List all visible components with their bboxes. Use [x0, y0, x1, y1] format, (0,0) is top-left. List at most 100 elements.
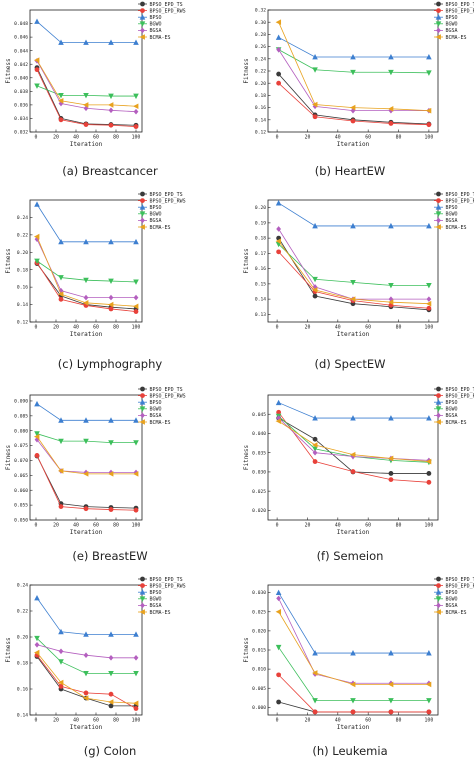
series-point	[34, 233, 40, 240]
series-point	[83, 39, 89, 45]
legend-label: BCMA-ES	[150, 610, 171, 616]
y-tick-label: 0.010	[252, 667, 266, 673]
series-point	[133, 671, 139, 677]
series-line-6	[278, 22, 429, 112]
y-tick-label: 0.044	[14, 48, 28, 54]
series-point	[83, 93, 89, 99]
legend-label: BGSA	[150, 218, 162, 224]
series-point	[312, 650, 318, 656]
legend-label: BPSO_EPD_RWS	[150, 583, 186, 589]
series-point	[108, 671, 114, 677]
y-tick-label: 0.16	[17, 285, 28, 291]
x-tick-label: 20	[305, 135, 311, 141]
series-point	[312, 698, 318, 704]
x-tick-label: 0	[35, 718, 38, 724]
series-point	[425, 458, 432, 465]
series-point	[426, 296, 432, 302]
series-point	[276, 415, 282, 421]
series-point	[34, 595, 40, 601]
x-axis-label: Iteration	[337, 724, 370, 731]
panel-caption: (b) HeartEW	[315, 164, 386, 178]
series-point	[388, 650, 394, 656]
series-point	[276, 595, 282, 602]
series-point	[312, 446, 318, 452]
panel-caption: (c) Lymphography	[58, 357, 163, 371]
series-point	[133, 631, 139, 637]
series-point	[350, 53, 356, 60]
x-tick-label: 20	[305, 325, 311, 331]
legend-label: BGSA	[446, 218, 458, 224]
series-point	[276, 409, 282, 415]
y-tick-label: 0.30	[255, 20, 266, 26]
series-line-3	[36, 597, 136, 635]
legend-label: BGWO	[150, 597, 162, 603]
series-point	[58, 238, 64, 245]
series-point	[83, 102, 89, 108]
x-tick-label: 60	[93, 325, 99, 331]
legend-marker	[139, 224, 145, 230]
x-tick-label: 100	[425, 325, 434, 331]
series-point	[58, 504, 64, 510]
plot-frame	[29, 584, 143, 716]
y-tick-label: 0.32	[255, 8, 266, 14]
legend-label: BGSA	[446, 28, 458, 34]
legend-label: BGSA	[446, 603, 458, 609]
series-point	[34, 433, 40, 440]
series-point	[276, 80, 282, 86]
y-tick-label: 0.24	[17, 583, 28, 589]
series-point	[426, 222, 432, 229]
x-axis-label: Iteration	[337, 141, 370, 148]
chart-panel-4: 0.13 0.14 0.15 0.16 0.17 0.18 0.19 0.20 0 20 40 60 8…	[243, 191, 474, 371]
x-axis-label: Iteration	[70, 331, 103, 338]
series-point	[133, 440, 139, 446]
legend-label: BGWO	[150, 212, 162, 218]
series-point	[108, 294, 114, 301]
legend-marker	[140, 576, 145, 582]
legend-label: BPSO_EPD_RWS	[446, 393, 474, 399]
series-line-3	[278, 37, 429, 58]
series-point	[426, 305, 432, 311]
legend-marker	[140, 412, 145, 419]
legend: BPSO_EPD_TSBPSO_EPD_RWSBPSOBGWOBGSABCMA-…	[434, 576, 474, 616]
series-point	[275, 238, 282, 244]
series-point	[312, 415, 318, 421]
series-point	[108, 703, 114, 709]
x-tick-label: 80	[396, 523, 402, 529]
series-line-5	[36, 439, 136, 473]
legend: BPSO_EPD_TSBPSO_EPD_RWSBPSOBGWOBGSABCMA-…	[434, 386, 474, 426]
x-axis-label: Iteration	[70, 724, 103, 731]
legend-label: BGSA	[446, 413, 458, 419]
series-point	[275, 399, 282, 406]
chart-panel-7: 0.14 0.16 0.18 0.20 0.22 0.24 0 20 40 60 80 100 Iter…	[5, 576, 186, 758]
y-tick-label: 0.20	[255, 205, 266, 211]
x-tick-label: 60	[93, 718, 99, 724]
x-tick-label: 0	[35, 135, 38, 141]
legend-marker	[436, 412, 441, 419]
legend-marker	[435, 419, 441, 425]
series-point	[387, 455, 394, 462]
legend-marker	[435, 406, 442, 412]
y-tick-label: 0.16	[17, 687, 28, 693]
series-point	[34, 642, 40, 648]
legend-label: BGWO	[446, 407, 458, 413]
x-tick-label: 100	[425, 718, 434, 724]
legend-marker	[139, 211, 146, 217]
series-point	[350, 453, 356, 460]
series-point	[34, 635, 40, 642]
y-axis-label: Fitness	[5, 444, 12, 470]
legend-marker	[139, 596, 146, 602]
legend-label: BPSO	[150, 205, 162, 211]
y-tick-label: 0.015	[252, 648, 266, 654]
series-point	[83, 122, 89, 127]
y-axis-label: Fitness	[5, 637, 12, 663]
legend-label: BCMA-ES	[446, 610, 467, 616]
series-point	[312, 442, 318, 448]
series-point	[312, 67, 318, 73]
x-tick-label: 60	[365, 135, 371, 141]
series-point	[133, 103, 139, 110]
series-point	[34, 431, 40, 437]
y-tick-label: 0.036	[14, 102, 28, 108]
series-point	[425, 107, 432, 114]
legend-label: BPSO	[446, 205, 458, 211]
